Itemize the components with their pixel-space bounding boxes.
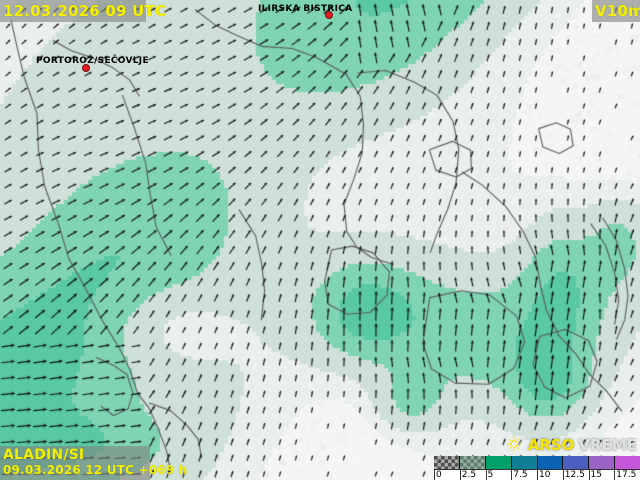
legend-tick-label: 10 [537, 470, 551, 480]
city-marker-dot[interactable] [82, 64, 90, 72]
legend-swatch [434, 456, 460, 469]
legend-swatch [511, 456, 538, 469]
model-info-box: ALADIN/SI 09.03.2026 12 UTC +069 h [0, 446, 188, 480]
legend-swatch [589, 456, 616, 469]
legend-tick-label: 0 [434, 470, 442, 480]
logo-vreme-text: VREME [578, 436, 637, 454]
model-run-time: 09.03.2026 12 UTC +069 h [3, 463, 188, 477]
legend-axis: 0 2.5 5 7.5 10 12.5 15 17.5 [434, 469, 640, 480]
logo-arso-text: ARSO [527, 436, 575, 454]
legend-tick-label: 7.5 [511, 470, 528, 480]
legend-color-bar [434, 456, 640, 469]
legend-swatch [459, 456, 486, 469]
legend-tick-label: 15 [588, 470, 602, 480]
forecast-timestamp: 12.03.2026 09 UTC [0, 0, 166, 22]
model-name: ALADIN/SI [3, 447, 85, 463]
wind-speed-legend[interactable]: 0 2.5 5 7.5 10 12.5 15 17.5 [434, 456, 640, 480]
city-label: PORTOROŽ/SEČOVLJE [36, 56, 149, 66]
legend-swatch [537, 456, 564, 469]
sun-cloud-icon [506, 437, 523, 453]
legend-swatch [485, 456, 512, 469]
city-label: ILIRSKA BISTRICA [258, 4, 353, 14]
legend-swatch [563, 456, 590, 469]
parameter-label: V10m [592, 0, 640, 22]
legend-swatch [615, 456, 640, 469]
arso-vreme-logo[interactable]: ARSO VREME [506, 436, 637, 454]
city-marker-dot[interactable] [325, 11, 333, 19]
legend-tick-label: 17.5 [614, 470, 637, 480]
legend-tick-label: 12.5 [562, 470, 585, 480]
legend-tick-label: 5 [485, 470, 494, 480]
legend-tick-label: 2.5 [459, 470, 477, 480]
